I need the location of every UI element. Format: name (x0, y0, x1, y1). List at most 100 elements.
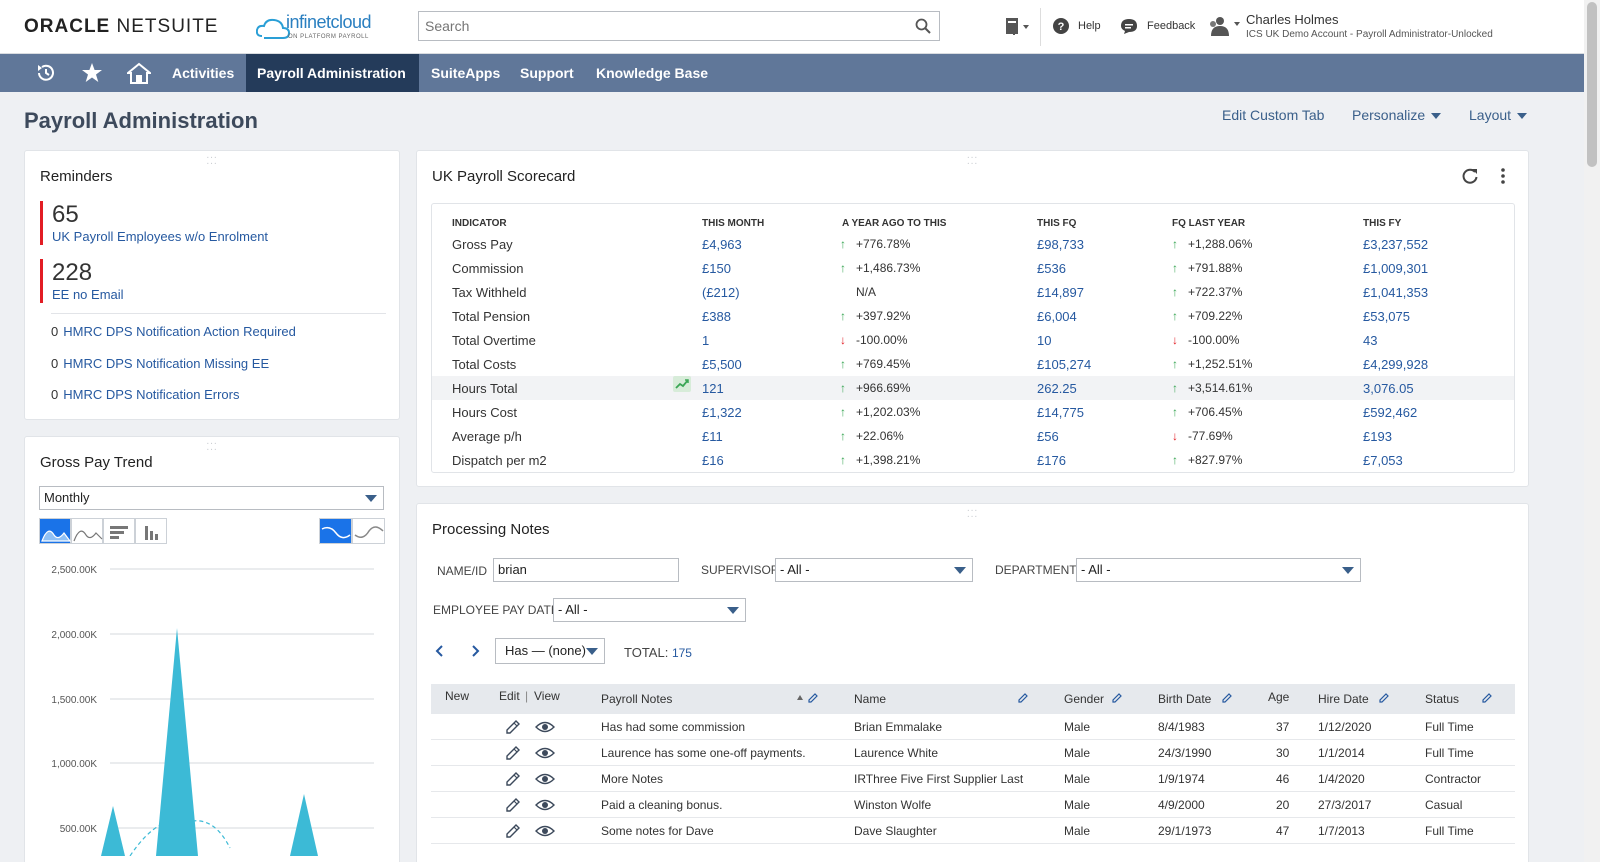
reminder-link[interactable]: HMRC DPS Notification Action Required (63, 324, 296, 339)
scorecard-cell-fq[interactable]: 10 (1037, 333, 1052, 348)
page-scrollbar[interactable] (1584, 0, 1600, 862)
nav-support[interactable]: Support (520, 65, 574, 81)
scorecard-cell-month[interactable]: (£212) (702, 285, 740, 300)
scorecard-cell-fq[interactable]: £14,897 (1037, 285, 1084, 300)
edit-column-icon[interactable] (807, 692, 819, 704)
scorecard-cell-fy[interactable]: £3,237,552 (1363, 237, 1429, 252)
scorecard-cell-fy[interactable]: £1,041,353 (1363, 285, 1429, 300)
column-chart-button[interactable] (135, 518, 167, 544)
nav-suiteapps[interactable]: SuiteApps (431, 65, 501, 81)
column-header-birth-date[interactable]: Birth Date (1158, 692, 1212, 706)
scorecard-cell-fq[interactable]: 262.25 (1037, 381, 1077, 396)
global-search[interactable] (418, 11, 940, 41)
area-chart-button[interactable] (39, 518, 72, 544)
series-toggle-primary[interactable] (319, 518, 352, 544)
column-header-name[interactable]: Name (854, 692, 887, 706)
scorecard-cell-fy[interactable]: £193 (1363, 429, 1392, 444)
next-page-icon[interactable] (470, 644, 480, 658)
reminder-item[interactable]: 0 HMRC DPS Notification Missing EE (51, 356, 269, 371)
oracle-netsuite-logo[interactable]: ORACLE NETSUITE (24, 16, 218, 38)
scorecard-cell-month[interactable]: £388 (702, 309, 731, 324)
column-header-hire-date[interactable]: Hire Date (1318, 692, 1369, 706)
edit-column-icon[interactable] (1481, 692, 1493, 704)
scorecard-cell-month[interactable]: £16 (702, 453, 724, 468)
view-eye-icon[interactable] (535, 771, 555, 787)
scorecard-cell-month[interactable]: 1 (702, 333, 710, 348)
nav-knowledge-base[interactable]: Knowledge Base (596, 65, 709, 81)
reminder-link[interactable]: HMRC DPS Notification Errors (63, 387, 240, 402)
layout-menu[interactable]: Layout (1469, 107, 1528, 123)
series-toggle-secondary[interactable] (352, 518, 385, 544)
view-eye-icon[interactable] (535, 745, 555, 761)
edit-column-icon[interactable] (1221, 692, 1233, 704)
edit-pencil-icon[interactable] (505, 771, 521, 787)
edit-custom-tab-link[interactable]: Edit Custom Tab (1222, 107, 1325, 123)
scorecard-cell-fq[interactable]: £176 (1037, 453, 1066, 468)
scorecard-cell-month[interactable]: £5,500 (702, 357, 742, 372)
edit-column-icon[interactable] (1378, 692, 1390, 704)
user-roles-icon[interactable] (1208, 15, 1240, 37)
help-icon[interactable]: ? (1052, 17, 1070, 35)
supervisor-select[interactable]: - All - (775, 558, 973, 582)
view-eye-icon[interactable] (535, 823, 555, 839)
previous-page-icon[interactable] (435, 644, 445, 658)
edit-pencil-icon[interactable] (505, 719, 521, 735)
scorecard-cell-fy[interactable]: £53,075 (1363, 309, 1410, 324)
home-icon[interactable] (127, 62, 151, 84)
scorecard-cell-month[interactable]: £1,322 (702, 405, 742, 420)
notes-filter-select[interactable]: Has — (none) (495, 638, 605, 664)
scorecard-cell-fq[interactable]: £536 (1037, 261, 1066, 276)
edit-pencil-icon[interactable] (505, 823, 521, 839)
scorecard-cell-fq[interactable]: £105,274 (1037, 357, 1092, 372)
department-select[interactable]: - All - (1076, 558, 1361, 582)
create-new-icon[interactable] (1004, 16, 1030, 38)
search-icon[interactable] (915, 18, 931, 34)
favorites-star-icon[interactable] (81, 62, 103, 84)
drag-handle-icon[interactable]: ∙∙∙ ∙∙∙ (206, 152, 218, 169)
reminder-item[interactable]: 65 UK Payroll Employees w/o Enrolment (40, 201, 380, 245)
feedback-icon[interactable] (1120, 18, 1138, 35)
scorecard-cell-fy[interactable]: £592,462 (1363, 405, 1418, 420)
drag-handle-icon[interactable]: ∙∙∙ ∙∙∙ (966, 505, 979, 522)
view-eye-icon[interactable] (535, 719, 555, 735)
scorecard-cell-fq[interactable]: £98,733 (1037, 237, 1084, 252)
view-eye-icon[interactable] (535, 797, 555, 813)
column-header-gender[interactable]: Gender (1064, 692, 1105, 706)
nav-payroll-administration[interactable]: Payroll Administration (246, 54, 419, 92)
edit-pencil-icon[interactable] (505, 745, 521, 761)
scorecard-cell-fq[interactable]: £14,775 (1037, 405, 1084, 420)
drag-handle-icon[interactable]: ∙∙∙ ∙∙∙ (206, 438, 218, 455)
name-id-field[interactable]: brian (493, 558, 679, 582)
bar-horizontal-button[interactable] (103, 518, 135, 544)
scorecard-cell-fy[interactable]: £1,009,301 (1363, 261, 1429, 276)
scorecard-cell-fq[interactable]: £6,004 (1037, 309, 1077, 324)
recent-records-icon[interactable] (35, 62, 57, 84)
edit-column-icon[interactable] (1017, 692, 1029, 704)
reminder-item[interactable]: 228 EE no Email (40, 259, 380, 303)
column-header-payroll-notes[interactable]: Payroll Notes (601, 692, 673, 706)
user-name[interactable]: Charles Holmes (1246, 12, 1339, 27)
more-options-icon[interactable] (1499, 167, 1507, 185)
edit-pencil-icon[interactable] (505, 797, 521, 813)
scorecard-cell-month[interactable]: £150 (702, 261, 731, 276)
reminder-link[interactable]: UK Payroll Employees w/o Enrolment (52, 229, 269, 244)
scorecard-cell-month[interactable]: 121 (702, 381, 724, 396)
scorecard-cell-fy[interactable]: £7,053 (1363, 453, 1403, 468)
drag-handle-icon[interactable]: ∙∙∙ ∙∙∙ (966, 152, 979, 169)
scorecard-cell-fq[interactable]: £56 (1037, 429, 1059, 444)
scorecard-cell-fy[interactable]: 3,076.05 (1363, 381, 1414, 396)
line-chart-button[interactable] (71, 518, 103, 544)
nav-activities[interactable]: Activities (172, 65, 235, 81)
scorecard-cell-fy[interactable]: 43 (1363, 333, 1378, 348)
column-header-age[interactable]: Age (1268, 690, 1290, 704)
reminder-item[interactable]: 0 HMRC DPS Notification Action Required (51, 324, 296, 339)
refresh-icon[interactable] (1461, 167, 1479, 185)
scorecard-cell-month[interactable]: £4,963 (702, 237, 742, 252)
search-input[interactable] (419, 12, 899, 40)
sort-ascending-icon[interactable] (796, 694, 804, 702)
reminder-item[interactable]: 0 HMRC DPS Notification Errors (51, 387, 240, 402)
feedback-link[interactable]: Feedback (1147, 20, 1196, 32)
user-account[interactable]: ICS UK Demo Account - Payroll Administra… (1246, 29, 1493, 40)
personalize-menu[interactable]: Personalize (1352, 107, 1442, 123)
trend-chart-icon[interactable] (673, 376, 691, 392)
